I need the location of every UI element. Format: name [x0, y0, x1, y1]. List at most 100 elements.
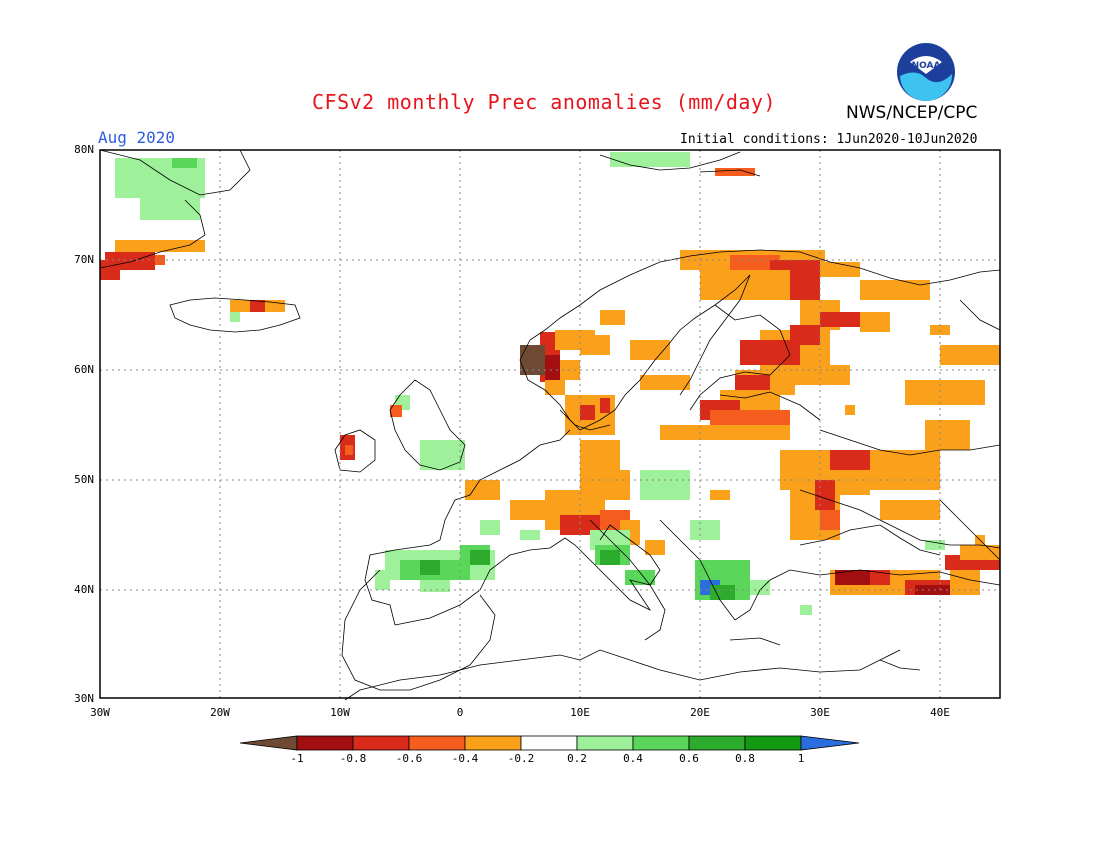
anomaly-cell — [820, 510, 840, 530]
anomaly-cell — [835, 570, 870, 585]
colorbar-label: 1 — [797, 752, 805, 765]
anomaly-cell — [510, 500, 560, 520]
anomaly-cell — [720, 565, 740, 580]
forecast-month: Aug 2020 — [98, 128, 176, 147]
anomaly-cell — [250, 300, 265, 312]
colorbar-label: 0.4 — [623, 752, 643, 765]
anomaly-cell — [420, 580, 450, 592]
anomaly-cell — [600, 550, 620, 565]
anomaly-cell — [345, 445, 353, 455]
anomaly-cell — [880, 510, 890, 520]
colorbar-label: 0.8 — [735, 752, 755, 765]
anomaly-cell — [950, 570, 980, 595]
anomaly-cell — [750, 580, 770, 595]
colorbar-swatch — [520, 735, 578, 751]
anomaly-cell — [830, 450, 870, 470]
colorbar-label: -1 — [290, 752, 304, 765]
anomaly-cell — [925, 420, 970, 450]
anomaly-cell — [700, 270, 790, 300]
anomaly-cell — [915, 585, 950, 595]
lat-label-80n: 80N — [74, 143, 94, 156]
colorbar-label: 0.2 — [567, 752, 587, 765]
colorbar-swatch — [688, 735, 746, 751]
colorbar-label: -0.6 — [395, 752, 423, 765]
anomaly-cell — [710, 585, 735, 600]
anomaly-cell — [940, 345, 1000, 365]
anomaly-cell — [140, 195, 200, 220]
anomaly-cell — [870, 570, 890, 585]
colorbar-label: -0.8 — [339, 752, 367, 765]
anomaly-cell — [800, 605, 812, 615]
anomaly-cell — [375, 570, 390, 590]
lat-label-50n: 50N — [74, 473, 94, 486]
anomaly-cell — [730, 255, 780, 270]
colorbar-low-arrow — [239, 735, 298, 751]
anomaly-cell — [115, 240, 205, 252]
lon-label-40e: 40E — [930, 706, 950, 719]
colorbar-swatch — [744, 735, 802, 751]
lon-label-30w: 30W — [90, 706, 110, 719]
anomaly-cell — [545, 380, 565, 395]
anomaly-cell — [715, 168, 755, 176]
anomaly-cell — [465, 480, 500, 500]
anomaly-cell — [100, 260, 120, 280]
anomaly-cell — [960, 545, 1000, 560]
anomaly-cell — [860, 280, 930, 300]
anomaly-cell — [420, 440, 465, 470]
anomaly-cell — [420, 560, 440, 575]
anomaly-cell — [520, 530, 540, 540]
colorbar-swatch — [464, 735, 522, 751]
anomaly-cell — [690, 520, 720, 540]
anomaly-cell — [230, 312, 240, 322]
colorbar-swatch — [632, 735, 690, 751]
anomaly-cell — [480, 520, 500, 535]
anomaly-cell — [840, 475, 870, 495]
anomaly-cell — [580, 335, 610, 355]
anomaly-cell — [925, 540, 945, 550]
colorbar-high-arrow — [800, 735, 860, 751]
anomaly-cell — [600, 310, 625, 325]
anomaly-cell — [880, 500, 940, 520]
coastlines — [99, 149, 1001, 701]
svg-text:NOAA: NOAA — [912, 61, 941, 71]
anomaly-cell — [790, 325, 820, 345]
org-label: NWS/NCEP/CPC — [846, 103, 978, 123]
anomaly-cell — [610, 152, 690, 167]
anomaly-cell — [600, 398, 610, 413]
lon-label-10w: 10W — [330, 706, 350, 719]
noaa-logo-icon: NOAA — [897, 43, 955, 102]
colorbar-swatch — [408, 735, 466, 751]
colorbar-swatch — [352, 735, 410, 751]
chart-title: CFSv2 monthly Prec anomalies (mm/day) — [312, 90, 777, 114]
anomaly-cell — [845, 405, 855, 415]
colorbar-label: 0.6 — [679, 752, 699, 765]
anomaly-cell — [905, 380, 985, 405]
lon-label-20w: 20W — [210, 706, 230, 719]
anomaly-cell — [820, 312, 860, 327]
anomaly-cell — [710, 490, 730, 500]
colorbar-swatch — [296, 735, 354, 751]
anomaly-cell — [580, 405, 595, 420]
lon-label-20e: 20E — [690, 706, 710, 719]
colorbar-label: -0.2 — [507, 752, 535, 765]
anomaly-cell — [815, 480, 835, 510]
anomaly-cell — [470, 550, 490, 565]
lon-label-10e: 10E — [570, 706, 590, 719]
colorbar-swatch — [576, 735, 634, 751]
anomaly-cell — [790, 365, 850, 385]
initial-conditions: Initial conditions: 1Jun2020-10Jun2020 — [680, 132, 978, 147]
lat-label-30n: 30N — [74, 692, 94, 705]
anomaly-cell — [660, 425, 790, 440]
anomaly-cell — [640, 470, 690, 500]
colorbar — [239, 735, 860, 751]
lon-label-30e: 30E — [810, 706, 830, 719]
colorbar-label: -0.4 — [451, 752, 479, 765]
lat-label-70n: 70N — [74, 253, 94, 266]
lon-label-0: 0 — [456, 706, 464, 719]
anomaly-cell — [630, 340, 670, 360]
anomaly-cell — [640, 375, 690, 390]
anomaly-cell — [390, 405, 402, 417]
anomaly-cells — [100, 152, 1000, 615]
lat-label-60n: 60N — [74, 363, 94, 376]
